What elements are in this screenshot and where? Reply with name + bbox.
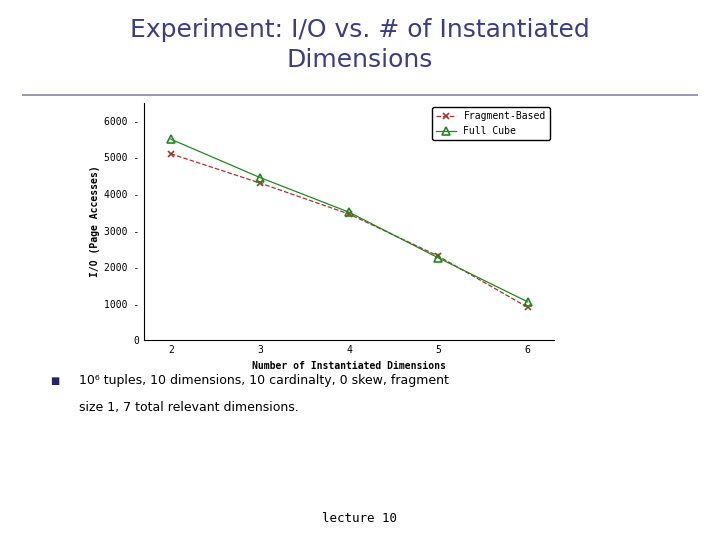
Fragment-Based: [166, 151, 175, 157]
Line: Fragment-Based: Fragment-Based: [167, 150, 531, 311]
Full Cube: [256, 174, 264, 181]
Full Cube: [166, 136, 175, 143]
Fragment-Based: [434, 253, 443, 259]
Full Cube: [523, 299, 532, 305]
Y-axis label: I/O (Page Accesses): I/O (Page Accesses): [90, 166, 100, 277]
Full Cube: [434, 255, 443, 261]
Fragment-Based: [256, 180, 264, 186]
Fragment-Based: [345, 211, 354, 217]
Text: 10⁶ tuples, 10 dimensions, 10 cardinalty, 0 skew, fragment: 10⁶ tuples, 10 dimensions, 10 cardinalty…: [79, 374, 449, 387]
Text: ■: ■: [50, 376, 60, 386]
Text: Experiment: I/O vs. # of Instantiated
Dimensions: Experiment: I/O vs. # of Instantiated Di…: [130, 18, 590, 72]
X-axis label: Number of Instantiated Dimensions: Number of Instantiated Dimensions: [252, 361, 446, 370]
Text: size 1, 7 total relevant dimensions.: size 1, 7 total relevant dimensions.: [79, 401, 299, 414]
Legend: Fragment-Based, Full Cube: Fragment-Based, Full Cube: [432, 107, 549, 140]
Line: Full Cube: Full Cube: [166, 135, 532, 306]
Fragment-Based: [523, 304, 532, 310]
Text: lecture 10: lecture 10: [323, 512, 397, 525]
Full Cube: [345, 209, 354, 215]
